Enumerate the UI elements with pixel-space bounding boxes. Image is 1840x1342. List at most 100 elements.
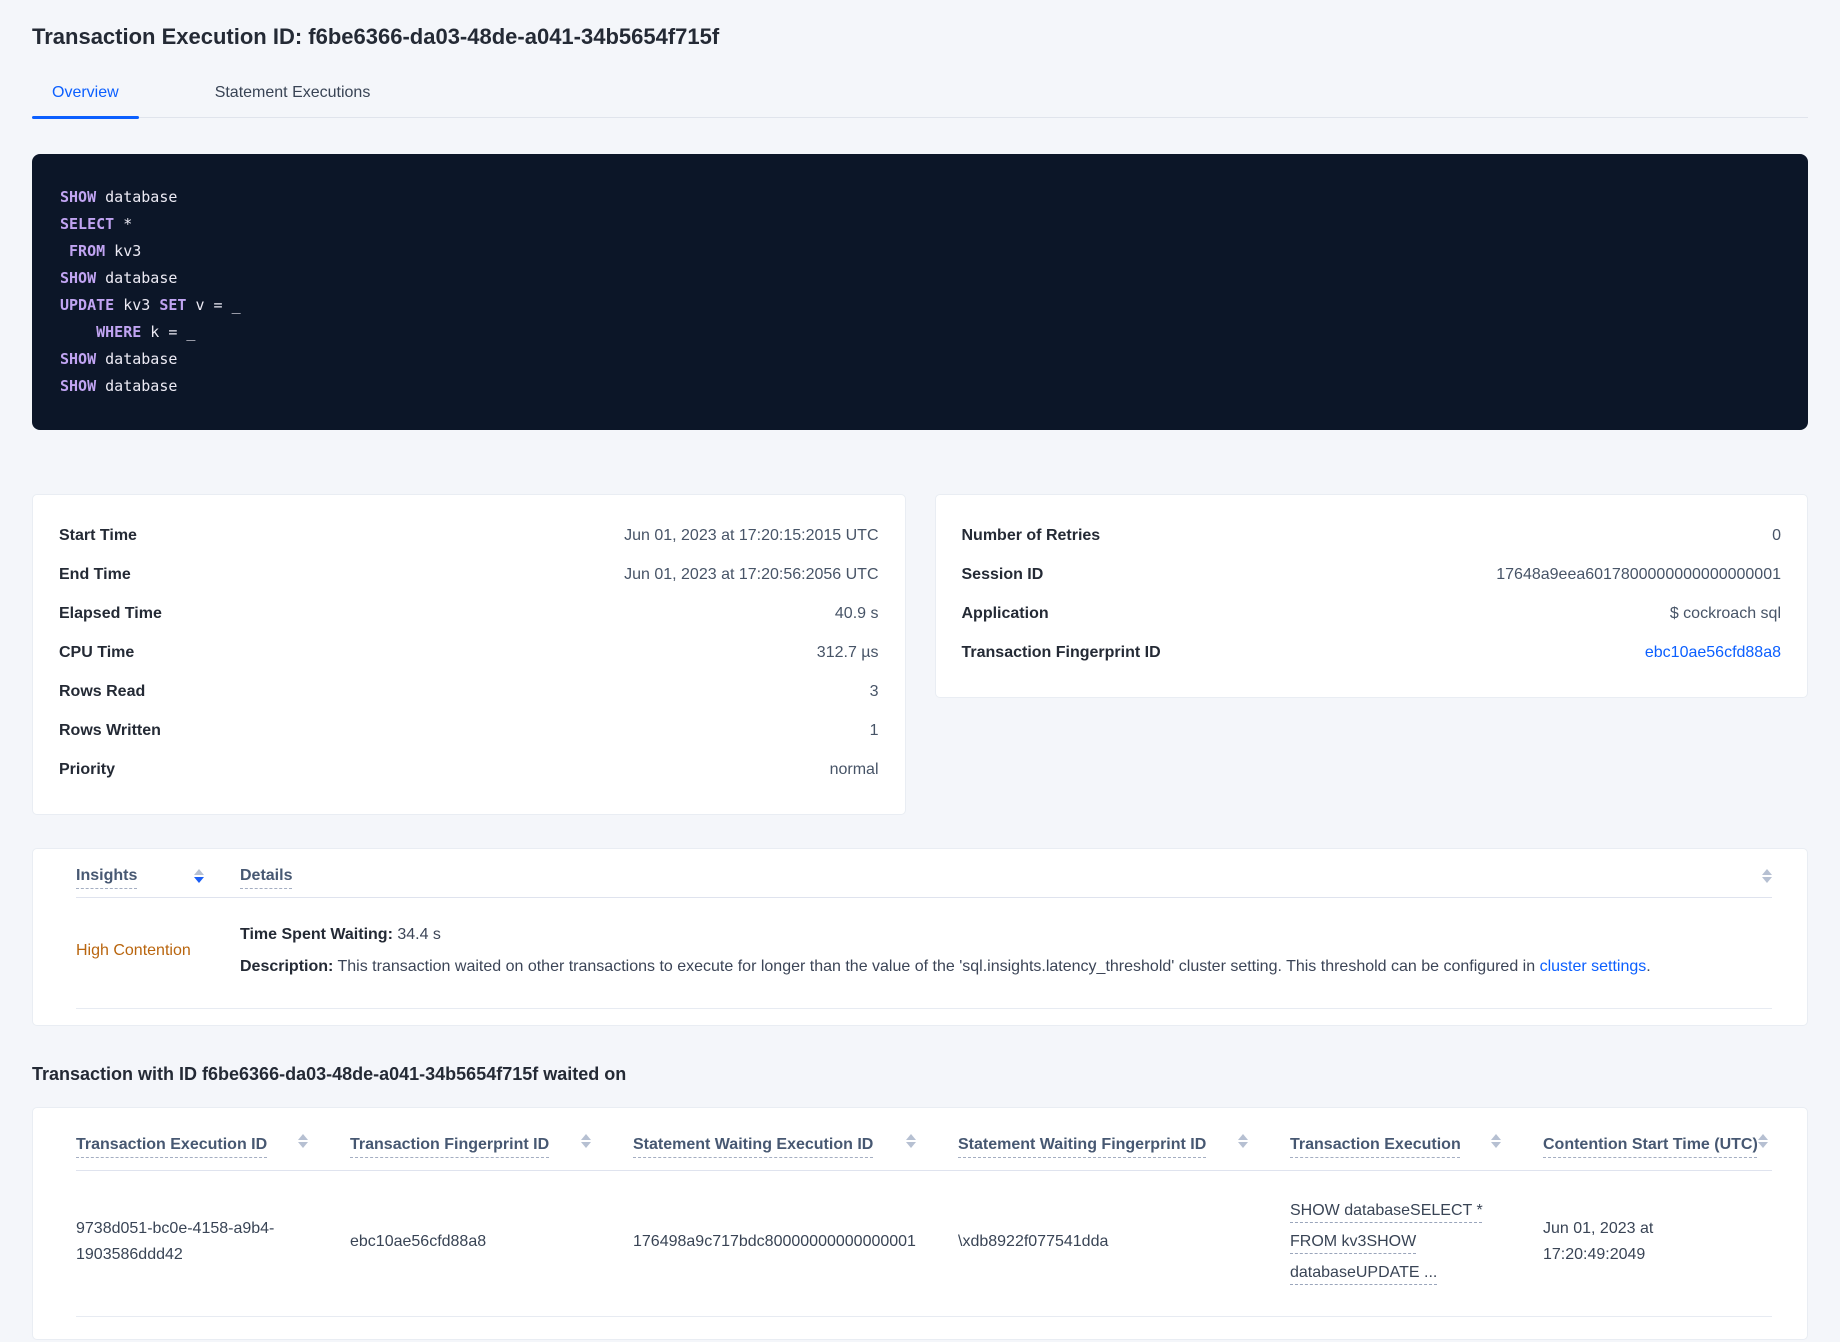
column-label[interactable]: Statement Waiting Fingerprint ID — [958, 1136, 1207, 1153]
sort-icon[interactable] — [906, 1134, 916, 1148]
detail-row-number-of-retries: Number of Retries 0 — [962, 517, 1782, 556]
insight-type-badge: High Contention — [76, 942, 191, 959]
sql-line: WHERE k = _ — [60, 319, 1780, 346]
sort-icon[interactable] — [1491, 1134, 1501, 1148]
insight-details-cell: Time Spent Waiting: 34.4 s Description: … — [240, 922, 1772, 980]
waited-on-table: Transaction Execution ID Transaction Fin… — [32, 1107, 1808, 1340]
sql-line: SHOW database — [60, 373, 1780, 400]
column-label[interactable]: Transaction Fingerprint ID — [350, 1136, 550, 1153]
cell-statement-waiting-fingerprint-id: \xdb8922f077541dda — [958, 1232, 1109, 1250]
transaction-fingerprint-link[interactable]: ebc10ae56cfd88a8 — [1644, 644, 1781, 661]
detail-value: $ cockroach sql — [1669, 605, 1781, 622]
description-label: Description: — [240, 958, 334, 975]
column-header-transaction-fingerprint-id[interactable]: Transaction Fingerprint ID — [350, 1134, 633, 1156]
table-row: 9738d051-bc0e-4158-a9b4-1903586ddd42 ebc… — [76, 1171, 1772, 1317]
detail-row-rows-written: Rows Written 1 — [59, 712, 879, 751]
sort-icon[interactable] — [194, 869, 204, 883]
waited-on-table-header: Transaction Execution ID Transaction Fin… — [76, 1134, 1772, 1171]
insights-table-header: Insights Details — [76, 867, 1772, 897]
column-header-transaction-execution-id[interactable]: Transaction Execution ID — [76, 1134, 350, 1156]
column-label[interactable]: Statement Waiting Execution ID — [633, 1136, 874, 1153]
sort-up-caret — [581, 1134, 591, 1140]
column-label[interactable]: Transaction Execution — [1290, 1136, 1461, 1153]
transaction-execution-link[interactable]: SHOW databaseSELECT * FROM kv3SHOW datab… — [1290, 1202, 1483, 1281]
sql-keyword: SELECT — [60, 215, 115, 233]
time-spent-waiting: Time Spent Waiting: 34.4 s — [240, 922, 1772, 948]
cell-transaction-fingerprint-id: ebc10ae56cfd88a8 — [350, 1232, 487, 1250]
sql-line: SELECT * — [60, 211, 1780, 238]
cluster-settings-link[interactable]: cluster settings — [1539, 958, 1647, 975]
details-column-label[interactable]: Details — [240, 867, 293, 884]
tab-overview[interactable]: Overview — [32, 76, 139, 119]
sql-line: UPDATE kv3 SET v = _ — [60, 292, 1780, 319]
insight-description: Description: This transaction waited on … — [240, 954, 1772, 980]
detail-row-end-time: End Time Jun 01, 2023 at 17:20:56:2056 U… — [59, 556, 879, 595]
summary-cards-row: Start Time Jun 01, 2023 at 17:20:15:2015… — [32, 494, 1808, 815]
insights-column-label[interactable]: Insights — [76, 867, 138, 884]
column-label[interactable]: Transaction Execution ID — [76, 1136, 268, 1153]
sort-down-caret — [1762, 877, 1772, 883]
detail-label: Rows Read — [59, 683, 146, 700]
transaction-details-page: Transaction Execution ID: f6be6366-da03-… — [0, 24, 1840, 1340]
sql-line: SHOW database — [60, 184, 1780, 211]
sql-text: * — [114, 215, 133, 233]
sort-icon[interactable] — [1762, 869, 1772, 883]
detail-label: CPU Time — [59, 644, 135, 661]
column-header-statement-waiting-execution-id[interactable]: Statement Waiting Execution ID — [633, 1134, 958, 1156]
sql-text: v = _ — [186, 296, 241, 314]
timing-details-card: Start Time Jun 01, 2023 at 17:20:15:2015… — [32, 494, 906, 815]
sql-indent — [60, 242, 69, 260]
detail-label: Session ID — [961, 566, 1044, 583]
detail-row-priority: Priority normal — [59, 751, 879, 790]
insights-column-header[interactable]: Insights — [76, 867, 240, 885]
tab-statement-executions-label: Statement Executions — [214, 84, 371, 101]
session-details-card: Number of Retries 0 Session ID 17648a9ee… — [934, 494, 1808, 698]
detail-label: Application — [961, 605, 1049, 622]
sort-icon[interactable] — [1758, 1134, 1768, 1148]
sort-down-caret — [298, 1142, 308, 1148]
sql-line: SHOW database — [60, 265, 1780, 292]
description-suffix: . — [1646, 958, 1651, 975]
sort-down-caret — [194, 877, 204, 883]
detail-value: 1 — [869, 722, 879, 739]
sort-up-caret — [194, 869, 204, 875]
cell-statement-waiting-execution-id: 176498a9c717bdc80000000000000001 — [633, 1232, 916, 1250]
sort-icon[interactable] — [1238, 1134, 1248, 1148]
sort-icon[interactable] — [581, 1134, 591, 1148]
sort-down-caret — [1238, 1142, 1248, 1148]
detail-value: normal — [829, 761, 879, 778]
tab-statement-executions[interactable]: Statement Executions — [195, 76, 391, 117]
sql-line: FROM kv3 — [60, 238, 1780, 265]
sort-down-caret — [1758, 1142, 1768, 1148]
cell-transaction-execution-id: 9738d051-bc0e-4158-a9b4-1903586ddd42 — [76, 1219, 275, 1263]
detail-value: 3 — [869, 683, 879, 700]
detail-value: 0 — [1772, 527, 1781, 544]
page-title: Transaction Execution ID: f6be6366-da03-… — [32, 24, 720, 49]
detail-label: Rows Written — [59, 722, 161, 739]
details-column-header[interactable]: Details — [240, 867, 1772, 885]
waited-on-heading: Transaction with ID f6be6366-da03-48de-a… — [32, 1064, 627, 1084]
detail-label: Elapsed Time — [59, 605, 162, 622]
sort-icon[interactable] — [298, 1134, 308, 1148]
sql-text: database — [96, 377, 178, 395]
sql-keyword: WHERE — [96, 323, 142, 341]
detail-label: Priority — [59, 761, 116, 778]
column-header-transaction-execution[interactable]: Transaction Execution — [1290, 1134, 1543, 1156]
description-text: This transaction waited on other transac… — [333, 958, 1540, 975]
sql-keyword: SET — [159, 296, 187, 314]
column-label[interactable]: Contention Start Time (UTC) — [1543, 1136, 1758, 1153]
sort-down-caret — [1491, 1142, 1501, 1148]
detail-value: Jun 01, 2023 at 17:20:15:2015 UTC — [624, 527, 879, 544]
detail-label: End Time — [59, 566, 131, 583]
sort-up-caret — [1491, 1134, 1501, 1140]
column-header-statement-waiting-fingerprint-id[interactable]: Statement Waiting Fingerprint ID — [958, 1134, 1290, 1156]
cell-contention-start-time: Jun 01, 2023 at 17:20:49:2049 — [1543, 1219, 1654, 1263]
detail-value: 40.9 s — [834, 605, 879, 622]
detail-row-transaction-fingerprint-id: Transaction Fingerprint ID ebc10ae56cfd8… — [962, 634, 1782, 673]
sql-line: SHOW database — [60, 346, 1780, 373]
time-spent-waiting-value: 34.4 s — [392, 926, 441, 943]
sql-statements-box: SHOW database SELECT * FROM kv3 SHOW dat… — [32, 154, 1808, 430]
detail-row-session-id: Session ID 17648a9eea6017800000000000000… — [962, 556, 1782, 595]
detail-row-elapsed-time: Elapsed Time 40.9 s — [59, 595, 879, 634]
column-header-contention-start-time[interactable]: Contention Start Time (UTC) — [1543, 1134, 1772, 1156]
